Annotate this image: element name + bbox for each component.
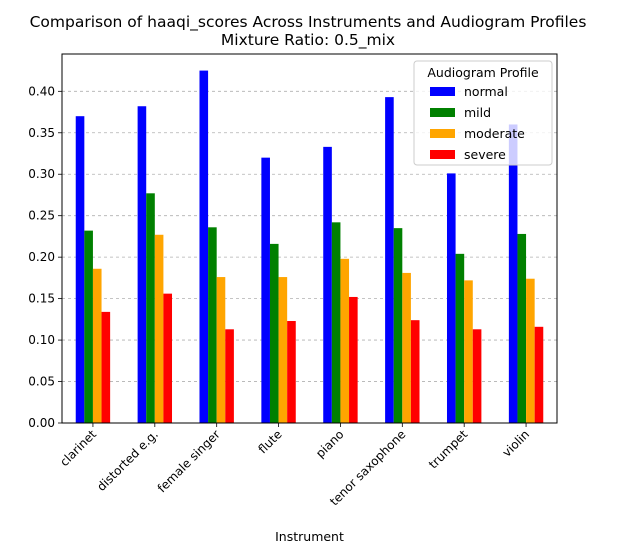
bar-normal-6 [446,173,456,423]
bar-moderate-6 [464,280,473,423]
bar-normal-5 [385,97,394,423]
legend-label-mild: mild [464,105,491,120]
y-tick-label: 0.20 [28,250,55,264]
bar-mild-6 [455,253,465,423]
legend-label-normal: normal [464,84,508,99]
y-axis: 0.00 0.05 0.10 0.15 0.20 0.25 0.30 0.35 0.40 [28,84,62,430]
bar-mild-7 [517,233,527,423]
bar-normal-4 [323,146,332,423]
x-axis-label: Instrument [275,529,344,544]
chart-subtitle: Mixture Ratio: 0.5_mix [221,31,395,50]
plot-frame [61,53,558,424]
bar-mild-3 [269,243,279,423]
x-tick-label: flute [256,427,285,456]
bar-normal-0 [75,116,85,423]
y-tick-label: 0.35 [28,126,55,140]
bar-severe-2 [225,329,234,423]
legend-title: Audiogram Profile [427,65,539,80]
x-tick-label: trumpet [426,427,471,472]
y-tick-label: 0.30 [28,167,55,181]
x-tick-label: distorted e.g. [94,427,161,494]
x-tick-label: piano [313,427,346,460]
bar-mild-0 [84,230,93,423]
x-tick-label: clarinet [57,427,99,469]
bar-mild-1 [146,193,155,423]
bar-mild-4 [331,222,341,423]
bar-normal-2 [199,70,209,424]
bar-moderate-2 [216,277,226,423]
legend-swatch-moderate [430,129,455,138]
x-tick-label: female singer [155,427,223,495]
bar-severe-7 [534,326,544,423]
legend-swatch-mild [430,108,455,117]
legend-label-moderate: moderate [464,126,525,141]
bar-severe-6 [472,329,482,423]
bar-severe-3 [287,321,296,423]
bar-severe-5 [410,320,420,423]
bar-moderate-1 [154,234,164,423]
bar-mild-5 [393,228,403,423]
bar-severe-1 [163,293,173,423]
y-tick-label: 0.40 [28,84,55,98]
bar-moderate-0 [92,268,102,423]
bar-normal-7 [508,124,518,423]
bar-normal-1 [137,106,147,423]
y-tick-label: 0.00 [28,416,55,430]
legend-swatch-severe [430,150,455,159]
y-tick-label: 0.25 [28,209,55,223]
x-tick-label: violin [500,427,533,460]
chart-title: Comparison of haaqi_scores Across Instru… [30,13,587,32]
y-tick-label: 0.15 [28,292,55,306]
bar-mild-2 [208,227,217,423]
legend: Audiogram Profile normal mild moderate sever… [413,60,553,166]
bar-severe-0 [101,311,111,423]
legend-label-severe: severe [464,147,506,162]
bar-moderate-7 [526,278,535,423]
y-tick-label: 0.10 [28,333,55,347]
y-tick-label: 0.05 [28,375,55,389]
bar-moderate-3 [278,277,288,423]
bars [75,70,544,424]
bar-normal-3 [261,157,270,424]
legend-swatch-normal [430,87,455,96]
bar-severe-4 [349,296,358,423]
bar-moderate-5 [402,272,411,423]
bar-moderate-4 [340,258,350,423]
